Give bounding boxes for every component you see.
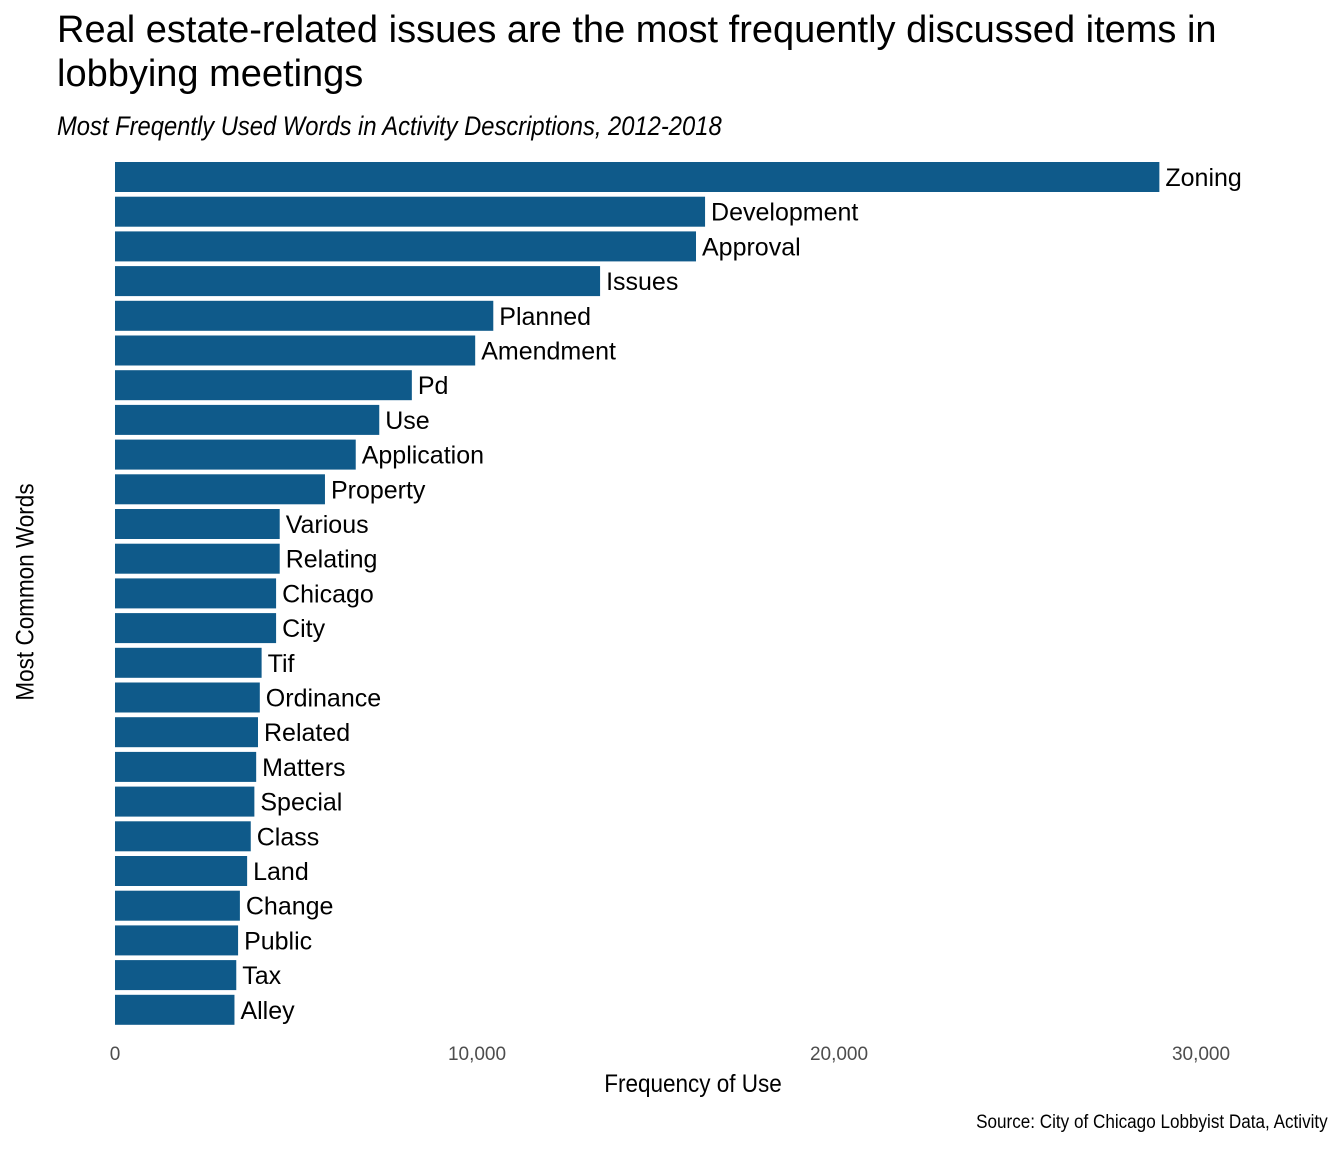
- bar-city: [115, 613, 277, 644]
- bar-label-various: Various: [286, 511, 369, 539]
- bar-public: [115, 925, 239, 956]
- y-axis-label: Most Common Words: [11, 483, 40, 701]
- bar-application: [115, 439, 356, 470]
- bar-zoning: [115, 162, 1160, 192]
- bar-issues: [115, 266, 601, 297]
- bar-label-special: Special: [260, 789, 342, 817]
- bar-label-approval: Approval: [702, 233, 801, 261]
- bar-label-ordinance: Ordinance: [266, 685, 381, 713]
- bar-class: [115, 821, 251, 852]
- bar-label-relating: Relating: [286, 546, 378, 574]
- bar-approval: [115, 231, 697, 262]
- bar-relating: [115, 543, 280, 574]
- bar-label-use: Use: [385, 407, 429, 435]
- bar-label-city: City: [282, 615, 326, 643]
- x-tick-label: 30,000: [1172, 1044, 1230, 1065]
- bar-planned: [115, 300, 494, 331]
- bar-special: [115, 786, 255, 817]
- bar-change: [115, 890, 240, 921]
- x-tick-label: 20,000: [810, 1044, 868, 1065]
- bar-land: [115, 856, 248, 886]
- bar-label-zoning: Zoning: [1165, 164, 1241, 192]
- bar-label-planned: Planned: [499, 303, 591, 331]
- bar-label-tax: Tax: [242, 962, 281, 990]
- bar-label-related: Related: [264, 719, 350, 747]
- bar-development: [115, 196, 706, 227]
- bar-label-class: Class: [257, 823, 320, 851]
- bar-various: [115, 509, 280, 539]
- bar-label-development: Development: [711, 199, 858, 227]
- bar-amendment: [115, 335, 476, 366]
- x-axis-label: Frequency of Use: [604, 1070, 782, 1098]
- bar-tif: [115, 647, 262, 678]
- bar-use: [115, 404, 380, 435]
- x-tick-label: 10,000: [448, 1044, 506, 1065]
- bar-alley: [115, 994, 235, 1025]
- bar-pd: [115, 370, 412, 401]
- bar-label-land: Land: [253, 858, 309, 886]
- bar-label-issues: Issues: [606, 268, 678, 296]
- bar-label-amendment: Amendment: [481, 338, 616, 366]
- bar-label-change: Change: [246, 893, 334, 921]
- bar-label-tif: Tif: [268, 650, 295, 678]
- bar-label-matters: Matters: [262, 754, 345, 782]
- bar-property: [115, 474, 325, 505]
- bar-tax: [115, 960, 237, 991]
- bar-label-alley: Alley: [240, 997, 295, 1025]
- bar-label-chicago: Chicago: [282, 580, 374, 608]
- chart-title: Real estate-related issues are the most …: [57, 9, 1217, 95]
- bar-label-public: Public: [244, 927, 312, 955]
- bar-label-application: Application: [362, 442, 484, 470]
- source-caption: Source: City of Chicago Lobbyist Data, A…: [976, 1112, 1328, 1133]
- chart-subtitle: Most Freqently Used Words in Activity De…: [57, 111, 722, 141]
- x-tick-label: 0: [110, 1044, 121, 1065]
- bar-label-pd: Pd: [418, 372, 449, 400]
- bar-chicago: [115, 578, 277, 609]
- bar-ordinance: [115, 682, 260, 713]
- bar-label-property: Property: [331, 476, 426, 504]
- bar-matters: [115, 751, 257, 782]
- bar-related: [115, 717, 258, 748]
